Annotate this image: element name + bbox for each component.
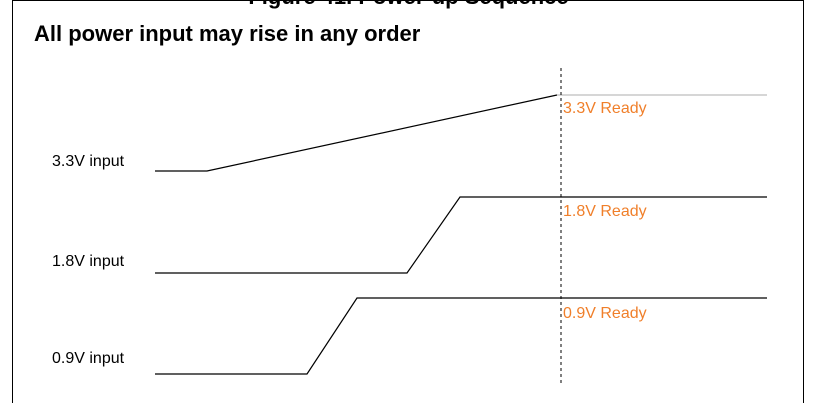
figure-caption-cut: Figure 41. Power-up Sequence xyxy=(0,0,817,10)
signal-label-1v8: 1.8V input xyxy=(52,253,125,270)
diagram-frame xyxy=(12,0,804,403)
signal-label-0v9: 0.9V input xyxy=(52,350,125,367)
signal-label-3v3: 3.3V input xyxy=(52,153,125,170)
diagram-title: All power input may rise in any order xyxy=(34,21,421,46)
waveform-0v9 xyxy=(155,297,767,375)
waveform-3v3 xyxy=(155,94,558,172)
ready-label-0v9: 0.9V Ready xyxy=(563,305,647,322)
ready-label-1v8: 1.8V Ready xyxy=(563,203,647,220)
ready-label-3v3: 3.3V Ready xyxy=(563,100,647,117)
waveform-1v8 xyxy=(155,196,767,274)
